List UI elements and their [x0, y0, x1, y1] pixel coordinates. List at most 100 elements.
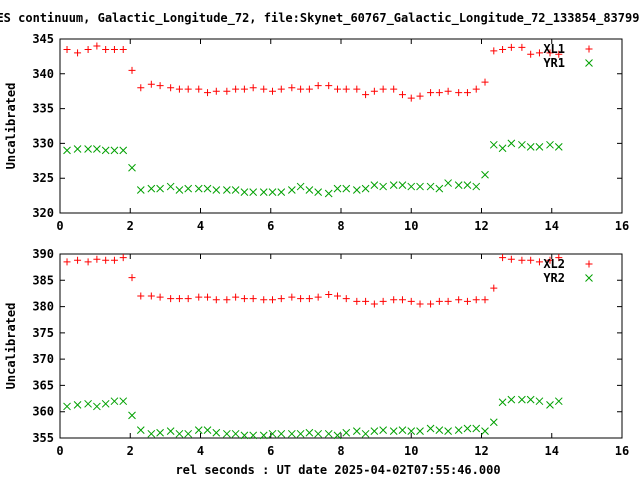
yr1-point [379, 182, 388, 191]
yr1-point [507, 139, 516, 148]
yr2-point [156, 428, 164, 437]
xl2-point [535, 258, 543, 266]
xl1-point [314, 82, 322, 90]
xl1-point [128, 66, 136, 74]
xl2-point [427, 300, 435, 308]
y-tick-label: 345 [32, 32, 54, 46]
yr2-point [333, 431, 342, 440]
legend-marker [585, 274, 593, 282]
yr2-point [184, 429, 193, 438]
xl1-point [84, 45, 92, 53]
yr1-point [554, 143, 563, 151]
legend-label: XL2 [543, 257, 565, 271]
yr2-point [498, 398, 507, 407]
yr1-point [398, 181, 407, 190]
x-tick-label: 14 [545, 219, 559, 233]
yr1-point [296, 182, 305, 191]
xl1-point [481, 78, 489, 86]
yr1-point [472, 182, 481, 191]
xl1-point [535, 49, 543, 57]
yr2-point [454, 426, 463, 434]
xl2-point [232, 293, 240, 301]
yr1-point [407, 182, 416, 191]
y-tick-label: 360 [32, 405, 54, 419]
xl2-point [333, 292, 341, 300]
yr1-point [136, 186, 145, 194]
yr1-point [110, 146, 119, 155]
yr2-point [361, 429, 370, 438]
xl1-point [74, 49, 82, 57]
xl1-point [518, 43, 526, 51]
yr2-point [379, 426, 388, 434]
yr2-point [194, 426, 203, 434]
xl1-point [297, 85, 305, 93]
yr2-point [481, 427, 489, 436]
yr1-point [249, 188, 258, 196]
xl2-point [379, 297, 387, 305]
yr1-point [194, 184, 203, 193]
xl2-point [269, 296, 277, 304]
x-tick-label: 0 [56, 219, 63, 233]
xl2-point [490, 284, 498, 292]
xl1-point [212, 87, 220, 95]
yr2-point [314, 429, 323, 438]
yr1-point [93, 145, 101, 153]
y-tick-label: 390 [32, 247, 54, 261]
yr2-point [231, 429, 240, 438]
yr2-point [463, 424, 472, 433]
y-axis-label: Uncalibrated [4, 83, 18, 170]
xl1-point [507, 43, 515, 51]
yr1-point [175, 186, 184, 194]
yr2-point [435, 426, 444, 434]
xl1-point [156, 82, 164, 90]
xl1-point [63, 45, 71, 53]
y-tick-label: 385 [32, 273, 54, 287]
yr1-point [498, 144, 507, 153]
yr2-point [416, 427, 424, 436]
yr1-point [147, 184, 156, 193]
xl2-point [455, 296, 463, 304]
yr1-point [240, 188, 249, 196]
yr1-point [73, 145, 82, 153]
yr2-point [526, 395, 535, 404]
xl1-point [119, 45, 127, 53]
yr1-point [454, 181, 463, 190]
xl2-point [175, 295, 183, 303]
legend-label: XL1 [543, 42, 565, 56]
xl2-point [119, 254, 127, 262]
xl1-point [232, 85, 240, 93]
x-tick-label: 12 [474, 219, 488, 233]
xl1-point [555, 50, 563, 58]
xl2-point [195, 293, 203, 301]
xl2-point [353, 297, 361, 305]
xl1-point [93, 42, 101, 50]
legend-marker [585, 45, 593, 53]
x-axis-label: rel seconds : UT date 2025-04-02T07:55:4… [175, 463, 500, 477]
yr1-point [518, 140, 526, 149]
xl2-point [137, 292, 145, 300]
xl1-point [333, 85, 341, 93]
x-tick-label: 16 [615, 444, 629, 458]
x-tick-label: 10 [404, 444, 418, 458]
xl2-point [167, 295, 175, 303]
x-tick-label: 8 [337, 444, 344, 458]
xl2-point [297, 295, 305, 303]
yr2-point [119, 397, 128, 406]
y-tick-label: 375 [32, 326, 54, 340]
yr1-point [212, 186, 221, 194]
xl2-point [325, 290, 333, 298]
xl1-point [490, 47, 498, 55]
xl1-point [444, 87, 452, 95]
xl1-point [499, 45, 507, 53]
xl1-point [175, 85, 183, 93]
xl2-point [156, 293, 164, 301]
yr2-point [268, 429, 277, 438]
yr1-point [184, 184, 193, 193]
y-tick-label: 340 [32, 67, 54, 81]
yr2-point [342, 428, 351, 437]
yr2-point [472, 424, 481, 433]
yr2-point [389, 427, 398, 436]
yr2-point [398, 426, 407, 434]
xl2-point [314, 293, 322, 301]
xl2-point [102, 256, 110, 264]
